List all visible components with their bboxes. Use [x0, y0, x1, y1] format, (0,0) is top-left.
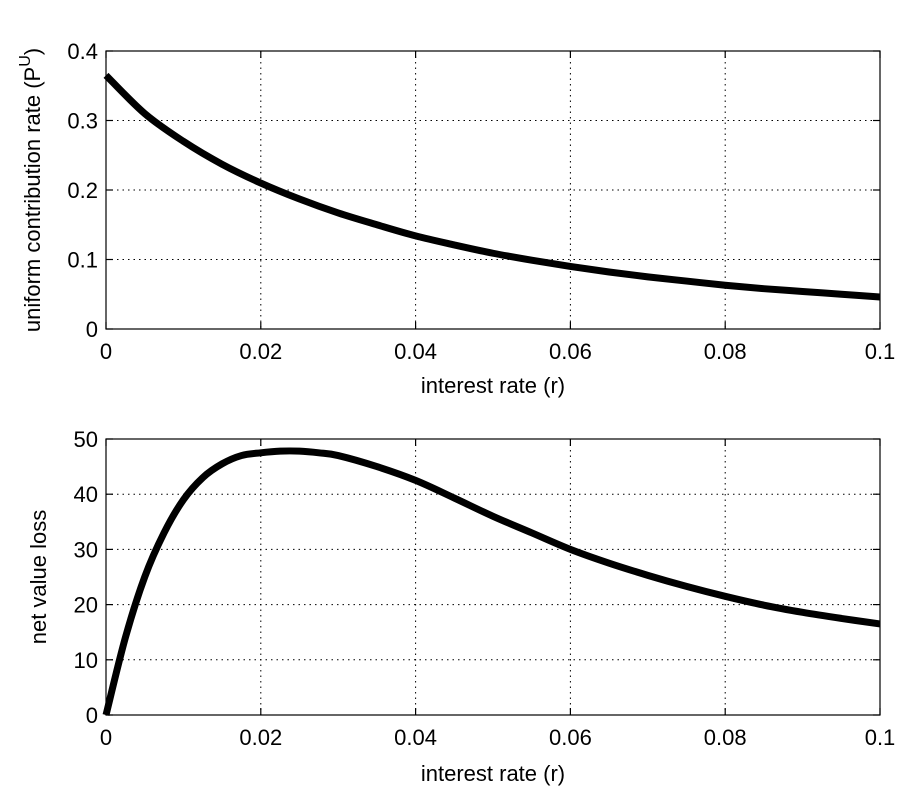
- x-tick-label: 0.06: [549, 725, 592, 750]
- axis-ticks: 0 0.02 0.04 0.06 0.08 0.1 0 10 20 30 40 50: [74, 427, 896, 750]
- x-axis-label: interest rate (r): [421, 761, 565, 786]
- grid: [106, 51, 880, 329]
- plot-frame: [105, 438, 881, 716]
- x-tick-label: 0.02: [239, 339, 282, 364]
- y-tick-label: 30: [74, 537, 98, 562]
- y-axis-label-main: uniform contribution rate (P: [20, 67, 45, 332]
- chart-net-value-loss: 0 0.02 0.04 0.06 0.08 0.1 0 10 20 30 40 50 interest…: [26, 427, 895, 786]
- series-line: [103, 72, 881, 301]
- y-axis-label: net value loss: [26, 510, 51, 645]
- y-tick-label: 0: [86, 317, 98, 342]
- y-tick-label: 0.4: [67, 39, 98, 64]
- x-tick-label: 0.08: [704, 725, 747, 750]
- y-tick-label: 0.3: [67, 109, 98, 134]
- axis-ticks: 0 0.02 0.04 0.06 0.08 0.1 0 0.1 0.2 0.3 0.4: [67, 39, 895, 364]
- x-tick-label: 0.1: [865, 339, 896, 364]
- x-tick-label: 0.1: [865, 725, 896, 750]
- x-tick-label: 0.08: [704, 339, 747, 364]
- x-tick-label: 0.04: [394, 339, 437, 364]
- y-tick-label: 0.1: [67, 248, 98, 273]
- data-series: [102, 447, 881, 716]
- x-tick-label: 0.02: [239, 725, 282, 750]
- y-axis-label: uniform contribution rate (PU): [17, 48, 45, 332]
- y-axis-label-close: ): [20, 48, 45, 55]
- y-tick-label: 0.2: [67, 178, 98, 203]
- chart-uniform-contribution-rate: 0 0.02 0.04 0.06 0.08 0.1 0 0.1 0.2 0.3 0.4 intere…: [17, 39, 895, 398]
- x-tick-label: 0: [100, 339, 112, 364]
- y-tick-label: 0: [86, 703, 98, 728]
- y-tick-label: 10: [74, 648, 98, 673]
- series-line: [102, 447, 881, 716]
- y-tick-label: 20: [74, 593, 98, 618]
- y-tick-label: 40: [74, 482, 98, 507]
- x-axis-label: interest rate (r): [421, 373, 565, 398]
- x-tick-label: 0: [100, 725, 112, 750]
- x-tick-label: 0.04: [394, 725, 437, 750]
- y-axis-label-superscript: U: [17, 55, 34, 67]
- y-tick-label: 50: [74, 427, 98, 452]
- x-tick-label: 0.06: [549, 339, 592, 364]
- data-series: [103, 72, 881, 301]
